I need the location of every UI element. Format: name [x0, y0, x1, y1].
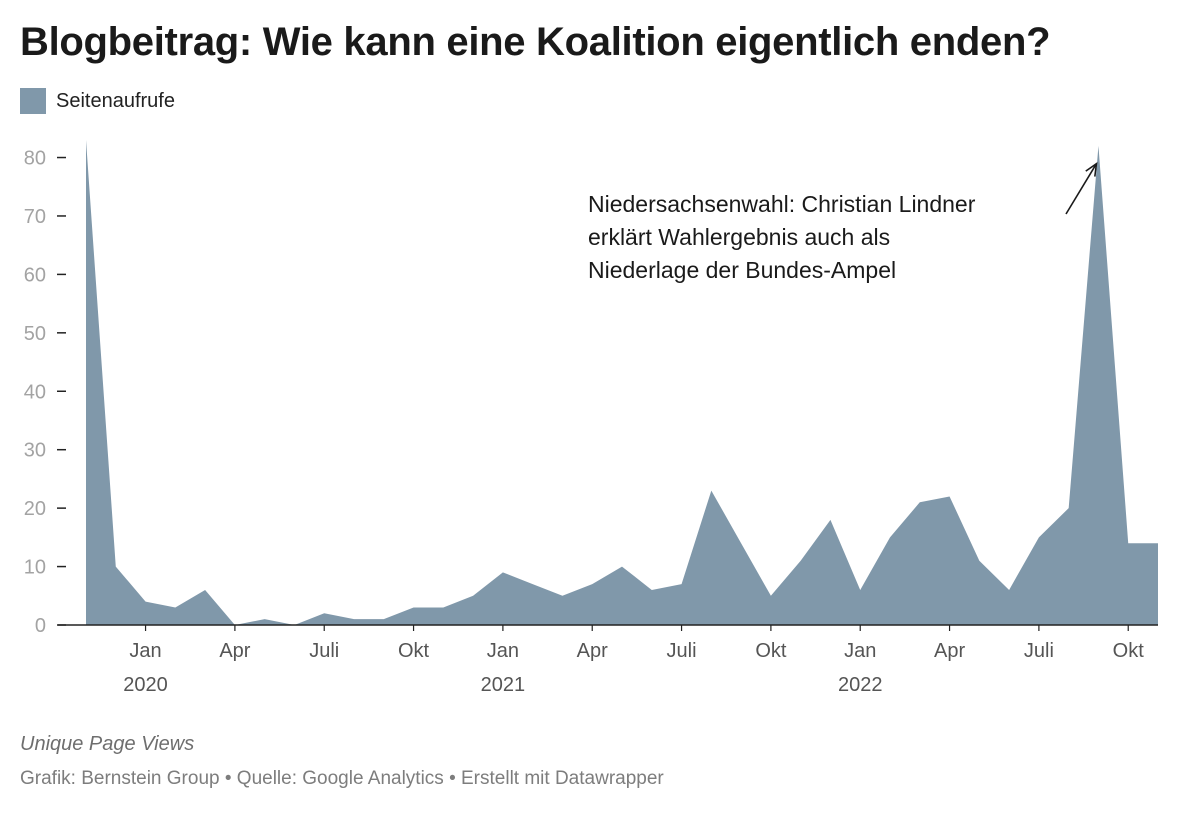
area-series-seitenaufrufe	[86, 140, 1158, 625]
annotation-line-1: Niedersachsenwahl: Christian Lindner	[588, 191, 976, 217]
x-tick-label-2022-07: Juli	[1024, 640, 1054, 662]
annotation-arrow-head	[1085, 162, 1098, 177]
x-tick-label-2020-01: Jan	[129, 640, 161, 662]
footer-note: Unique Page Views	[20, 733, 195, 755]
annotation-line-2: erklärt Wahlergebnis auch als	[588, 224, 890, 250]
y-axis: 0 10 20 30 40 50 60 70 80	[24, 148, 66, 637]
annotation: Niedersachsenwahl: Christian Lindner erkl…	[588, 162, 1098, 283]
x-axis: Jan 2020 Apr Juli Okt Jan 2021 Apr Juli Okt Jan 202…	[123, 625, 1144, 696]
x-tick-label-2020-04: Apr	[219, 640, 250, 662]
x-tick-year-2022: 2022	[838, 674, 883, 696]
y-tick-label-40: 40	[24, 381, 46, 403]
x-tick-label-2022-01: Jan	[844, 640, 876, 662]
y-tick-label-70: 70	[24, 206, 46, 228]
legend-swatch	[20, 88, 46, 114]
x-tick-label-2020-07: Juli	[309, 640, 339, 662]
x-tick-label-2021-01: Jan	[487, 640, 519, 662]
x-tick-year-2021: 2021	[481, 674, 526, 696]
x-tick-label-2021-10: Okt	[755, 640, 787, 662]
x-tick-label-2021-04: Apr	[577, 640, 608, 662]
annotation-line-3: Niederlage der Bundes-Ampel	[588, 257, 896, 283]
legend-label: Seitenaufrufe	[56, 89, 175, 112]
y-tick-label-10: 10	[24, 557, 46, 579]
y-tick-label-60: 60	[24, 264, 46, 286]
legend: Seitenaufrufe	[20, 88, 175, 114]
x-tick-year-2020: 2020	[123, 674, 168, 696]
footer-source: Grafik: Bernstein Group • Quelle: Google…	[20, 768, 664, 789]
y-tick-label-80: 80	[24, 148, 46, 170]
area-chart: 0 10 20 30 40 50 60 70 80 Jan 2020 Apr Juli Okt Jan 20…	[24, 140, 1158, 696]
x-tick-label-2020-10: Okt	[398, 640, 430, 662]
annotation-arrow-line	[1065, 163, 1098, 215]
y-tick-label-50: 50	[24, 323, 46, 345]
y-tick-label-30: 30	[24, 440, 46, 462]
x-tick-label-2021-07: Juli	[667, 640, 697, 662]
y-tick-label-0: 0	[35, 615, 46, 637]
chart-title: Blogbeitrag: Wie kann eine Koalition eig…	[20, 20, 1051, 64]
x-tick-label-2022-04: Apr	[934, 640, 965, 662]
y-tick-label-20: 20	[24, 498, 46, 520]
x-tick-label-2022-10: Okt	[1113, 640, 1145, 662]
